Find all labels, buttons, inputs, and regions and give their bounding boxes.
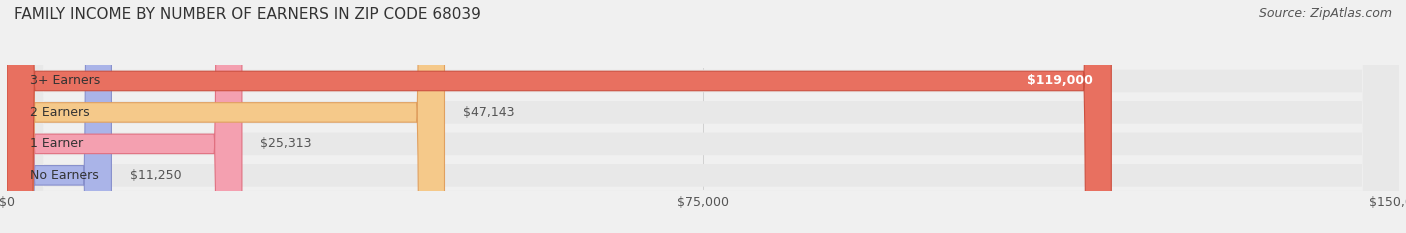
Text: FAMILY INCOME BY NUMBER OF EARNERS IN ZIP CODE 68039: FAMILY INCOME BY NUMBER OF EARNERS IN ZI… (14, 7, 481, 22)
FancyBboxPatch shape (7, 0, 1399, 233)
Text: 3+ Earners: 3+ Earners (31, 75, 100, 87)
Text: Source: ZipAtlas.com: Source: ZipAtlas.com (1258, 7, 1392, 20)
FancyBboxPatch shape (7, 0, 1399, 233)
FancyBboxPatch shape (7, 0, 1399, 233)
Text: $47,143: $47,143 (463, 106, 515, 119)
Text: $25,313: $25,313 (260, 137, 312, 150)
Text: No Earners: No Earners (31, 169, 98, 182)
FancyBboxPatch shape (7, 0, 1399, 233)
FancyBboxPatch shape (7, 0, 1111, 233)
FancyBboxPatch shape (7, 0, 242, 233)
Text: $11,250: $11,250 (129, 169, 181, 182)
Text: 1 Earner: 1 Earner (31, 137, 83, 150)
Text: 2 Earners: 2 Earners (31, 106, 90, 119)
FancyBboxPatch shape (7, 0, 111, 233)
FancyBboxPatch shape (7, 0, 444, 233)
Text: $119,000: $119,000 (1026, 75, 1092, 87)
